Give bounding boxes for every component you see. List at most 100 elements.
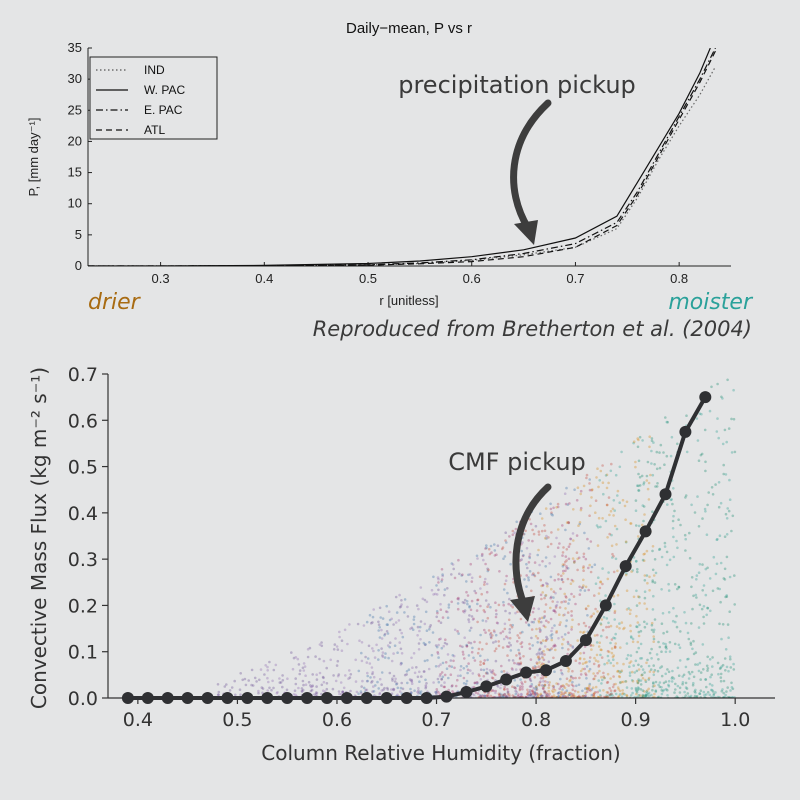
- bottom-y-tick-label: 0.4: [68, 503, 98, 525]
- scatter-point: [572, 693, 576, 696]
- scatter-point: [556, 682, 560, 686]
- scatter-point: [581, 694, 585, 698]
- scatter-point: [463, 601, 466, 605]
- scatter-point: [494, 615, 498, 619]
- scatter-point: [444, 661, 448, 664]
- scatter-point: [585, 677, 588, 680]
- scatter-point: [560, 692, 564, 695]
- scatter-point: [637, 484, 640, 488]
- scatter-point: [443, 641, 447, 645]
- scatter-point: [571, 645, 574, 648]
- scatter-point: [462, 682, 466, 685]
- scatter-point: [636, 679, 639, 683]
- scatter-point: [508, 551, 512, 554]
- scatter-point: [546, 582, 549, 586]
- top-x-tick-label: 0.4: [255, 271, 273, 286]
- scatter-point: [398, 593, 401, 597]
- scatter-point: [392, 623, 395, 626]
- scatter-point: [496, 544, 500, 547]
- scatter-point: [511, 533, 515, 536]
- scatter-point: [571, 676, 575, 680]
- scatter-point: [678, 646, 682, 649]
- scatter-point: [533, 561, 537, 564]
- scatter-point: [561, 563, 565, 566]
- drier-label: drier: [88, 290, 142, 315]
- scatter-point: [394, 621, 398, 624]
- scatter-point: [493, 543, 496, 546]
- scatter-point: [586, 687, 589, 691]
- scatter-point: [297, 663, 301, 666]
- scatter-point: [615, 527, 619, 531]
- scatter-point: [614, 557, 618, 561]
- scatter-point: [620, 621, 624, 624]
- scatter-point: [641, 689, 645, 692]
- scatter-point: [575, 684, 578, 688]
- scatter-point: [563, 633, 567, 636]
- scatter-point: [536, 673, 539, 677]
- scatter-point: [646, 689, 649, 692]
- scatter-point: [553, 670, 556, 673]
- scatter-point: [417, 607, 420, 611]
- scatter-point: [697, 669, 701, 673]
- scatter-point: [507, 659, 511, 662]
- scatter-point: [573, 695, 577, 698]
- scatter-point: [371, 621, 374, 624]
- scatter-point: [667, 670, 671, 674]
- scatter-point: [702, 690, 706, 694]
- scatter-point: [594, 511, 597, 514]
- scatter-point: [596, 467, 599, 471]
- scatter-point: [659, 443, 663, 447]
- scatter-point: [631, 637, 635, 641]
- scatter-point: [515, 654, 518, 657]
- scatter-point: [610, 638, 614, 641]
- scatter-point: [564, 560, 567, 564]
- scatter-point: [514, 668, 518, 671]
- scatter-point: [423, 622, 427, 626]
- scatter-point: [732, 662, 735, 666]
- scatter-point: [705, 693, 708, 696]
- scatter-point: [497, 640, 501, 643]
- bottom-chart: 0.4 0.5 0.6 0.7 0.8 0.9 1.00.00.10.20.30.40.50…: [27, 364, 775, 765]
- scatter-point: [485, 582, 489, 586]
- scatter-point: [372, 675, 376, 679]
- scatter-point: [618, 675, 622, 679]
- scatter-point: [652, 628, 656, 632]
- scatter-point: [239, 693, 242, 696]
- scatter-point: [651, 685, 655, 688]
- scatter-point: [622, 627, 625, 631]
- scatter-point: [519, 695, 523, 698]
- scatter-point: [648, 694, 651, 698]
- scatter-point: [528, 678, 532, 681]
- scatter-point: [643, 625, 647, 629]
- scatter-point: [565, 521, 569, 524]
- scatter-point: [315, 678, 319, 681]
- scatter-point: [380, 683, 383, 686]
- top-y-tick-label: 25: [68, 102, 82, 117]
- scatter-point: [306, 648, 310, 651]
- bottom-y-tick-label: 0.6: [68, 410, 98, 432]
- scatter-point: [479, 695, 482, 698]
- scatter-point: [657, 658, 660, 661]
- scatter-point: [642, 505, 646, 508]
- scatter-point: [537, 658, 541, 661]
- scatter-point: [383, 656, 387, 659]
- scatter-point: [639, 642, 643, 646]
- scatter-point: [539, 677, 543, 680]
- binned-mean-marker: [699, 391, 712, 404]
- scatter-point: [611, 552, 614, 556]
- scatter-point: [694, 691, 697, 694]
- scatter-point: [384, 652, 387, 655]
- scatter-point: [494, 691, 497, 695]
- scatter-point: [453, 628, 457, 632]
- scatter-point: [429, 624, 433, 627]
- scatter-point: [571, 646, 575, 649]
- scatter-point: [691, 683, 695, 687]
- scatter-point: [425, 600, 429, 604]
- scatter-point: [641, 558, 645, 562]
- scatter-point: [555, 506, 558, 509]
- scatter-point: [667, 611, 671, 614]
- scatter-point: [727, 636, 730, 639]
- scatter-point: [636, 688, 640, 692]
- scatter-point: [448, 664, 451, 668]
- scatter-point: [564, 624, 568, 628]
